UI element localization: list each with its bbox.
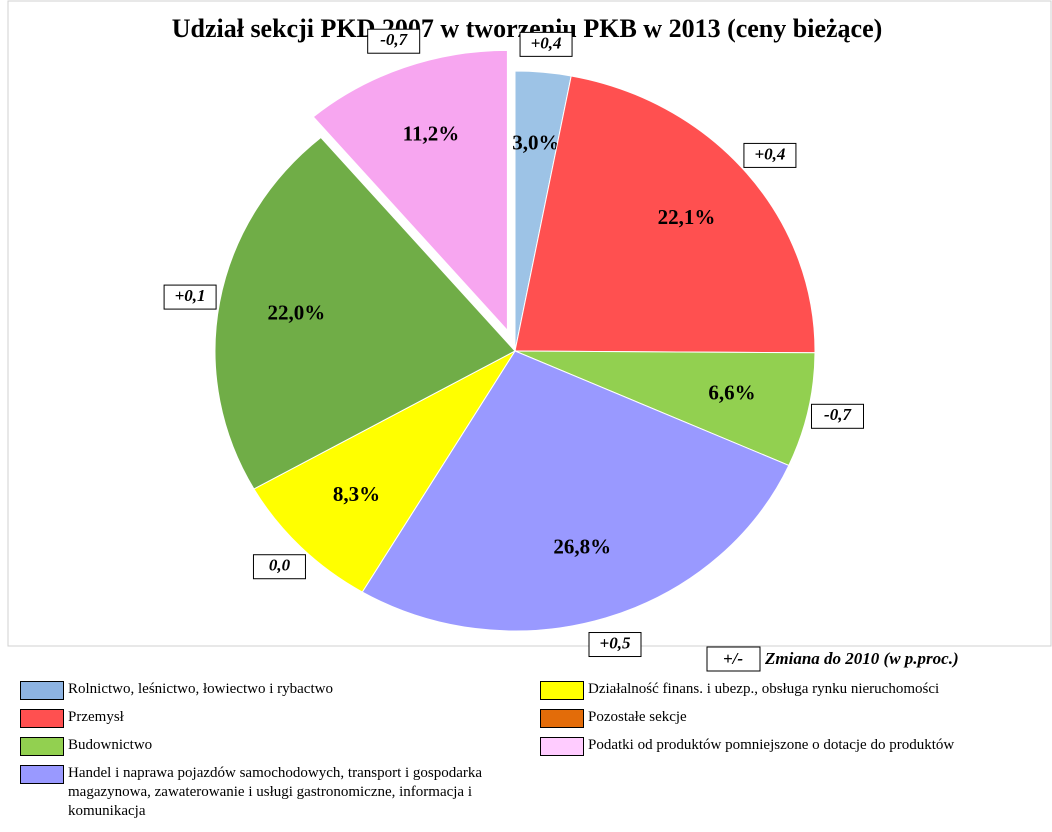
- legend-label: Handel i naprawa pojazdów samochodowych,…: [68, 765, 483, 819]
- pie-slice: [514, 75, 816, 354]
- legend-label: Budownictwo: [68, 737, 153, 753]
- change-box: [367, 28, 421, 54]
- value-label: 22,1%: [658, 205, 716, 229]
- legend-swatch: [20, 737, 64, 756]
- change-key: +/-: [723, 649, 743, 668]
- pie-slice: [312, 49, 508, 332]
- change-label: 0,0: [269, 556, 291, 575]
- legend-swatch: [540, 681, 584, 700]
- pie-slice: [253, 349, 517, 593]
- legend-label: Rolnictwo, leśnictwo, łowiectwo i rybact…: [68, 681, 333, 697]
- legend-label: Działalność finans. i ubezp., obsługa ry…: [588, 681, 940, 697]
- change-label: -0,7: [380, 30, 408, 49]
- value-label: 11,2%: [403, 122, 460, 146]
- change-label: -0,7: [824, 405, 852, 424]
- value-label: 3,0%: [512, 131, 559, 155]
- legend-label: Pozostałe sekcje: [588, 709, 687, 725]
- change-note: Zmiana do 2010 (w p.proc.): [764, 649, 959, 668]
- legend-swatch: [20, 681, 64, 700]
- value-label: 26,8%: [553, 534, 611, 558]
- change-key-box: [706, 646, 761, 672]
- change-box: [252, 554, 306, 580]
- change-box: [163, 284, 217, 310]
- pie-slice: [514, 350, 816, 467]
- change-label: +0,4: [531, 33, 562, 52]
- legend-swatch: [540, 709, 584, 728]
- change-box: [810, 403, 864, 429]
- pie-slice: [361, 350, 790, 632]
- change-label: +0,5: [600, 633, 631, 652]
- pie-slice: [214, 136, 516, 490]
- legend-label: Podatki od produktów pomniejszone o dota…: [588, 737, 955, 753]
- value-label: 22,0%: [268, 301, 326, 325]
- change-label: +0,4: [754, 144, 785, 163]
- change-box: [743, 142, 797, 168]
- value-label: 6,6%: [708, 381, 755, 405]
- value-label: 8,3%: [333, 482, 380, 506]
- legend-swatch: [20, 709, 64, 728]
- legend-label: Przemysł: [68, 709, 124, 725]
- legend-swatch: [540, 737, 584, 756]
- change-box: [519, 31, 573, 57]
- change-box: [588, 632, 642, 658]
- legend-swatch: [20, 765, 64, 784]
- change-label: +0,1: [175, 286, 206, 305]
